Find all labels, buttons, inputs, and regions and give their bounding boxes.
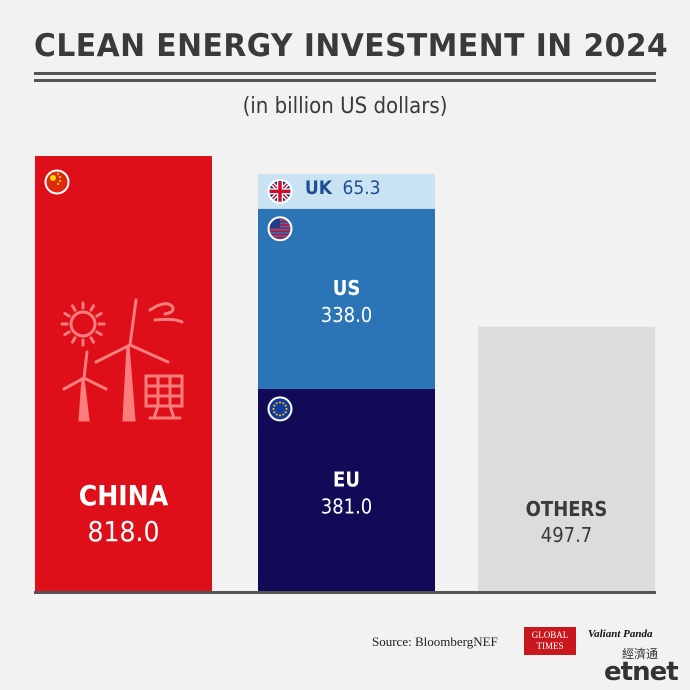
- flag-canton: [269, 217, 280, 228]
- title-rule-bottom: [34, 79, 656, 82]
- energy-illustration-icon: [60, 298, 184, 422]
- small-turbine-blades-icon: [62, 350, 108, 391]
- eu-name-label: EU: [333, 467, 360, 491]
- flag-star: [282, 402, 285, 405]
- eu-flag-icon: [267, 396, 293, 422]
- uk-flag-icon: [267, 178, 293, 204]
- china-flag-ring: [44, 169, 70, 195]
- us-name-label: US: [333, 276, 361, 300]
- chart-baseline: [34, 591, 656, 594]
- flag-star: [50, 175, 56, 182]
- solar-panel-grid: [144, 374, 184, 420]
- china-flag-body: [46, 171, 68, 194]
- turbine-blades-icon: [94, 298, 170, 364]
- small-turbine-tower-icon: [78, 377, 90, 422]
- flag-star: [282, 413, 285, 416]
- sun-ray: [71, 336, 77, 344]
- chart-title: CLEAN ENERGY INVESTMENT IN 2024: [34, 28, 669, 64]
- others-name-label: OTHERS: [526, 497, 608, 521]
- others-value-label: 497.7: [541, 523, 593, 547]
- us-flag-ring: [267, 216, 293, 242]
- flag-star: [284, 411, 287, 414]
- sun-ray: [89, 336, 95, 344]
- flag-small-star: [56, 182, 60, 186]
- eu-bar: [258, 388, 435, 592]
- flag-cross-red: [269, 180, 291, 203]
- us-bar: [258, 208, 435, 389]
- china-bar: [35, 156, 212, 593]
- flag-star: [284, 404, 287, 407]
- etnet-logo: etnet: [604, 657, 679, 687]
- flag-small-star: [58, 175, 62, 179]
- uk-flag-body: [269, 180, 291, 203]
- flag-star: [285, 407, 288, 410]
- uk-flag-ring: [267, 178, 293, 204]
- turbine-tower-icon: [122, 344, 136, 422]
- us-flag-body: [269, 217, 291, 239]
- flag-star: [275, 402, 278, 405]
- valiant-panda-logo: Valiant Panda: [588, 628, 653, 640]
- china-flag-icon: [44, 169, 70, 195]
- source-note: Source: BloombergNEF: [372, 634, 498, 649]
- flag-star: [279, 414, 281, 417]
- solar-panel-icon: [144, 374, 184, 408]
- global-times-logo: GLOBAL TIMES: [524, 627, 576, 655]
- eu-flag-ring: [267, 396, 293, 422]
- flag-star: [273, 404, 276, 407]
- flag-field: [269, 397, 291, 420]
- sun-ray: [63, 312, 71, 318]
- us-flag-icon: [267, 216, 293, 242]
- flag-stripe: [269, 230, 291, 233]
- flag-star: [273, 411, 276, 414]
- eu-flag-body: [269, 397, 291, 420]
- chart-subtitle: (in billion US dollars): [242, 94, 448, 119]
- flag-stripe: [269, 227, 291, 229]
- uk-value-label: 65.3: [342, 177, 380, 199]
- flag-small-star: [58, 179, 62, 183]
- china-value-label: 818.0: [87, 515, 159, 548]
- flag-star: [272, 407, 275, 410]
- flag-star: [279, 401, 281, 404]
- uk-name-label: UK: [305, 177, 333, 199]
- sun-icon: [69, 310, 97, 338]
- sun-ray: [71, 304, 77, 312]
- sun-ray: [63, 330, 71, 336]
- flag-star: [275, 413, 278, 416]
- eu-value-label: 381.0: [321, 494, 373, 518]
- sun-ray: [95, 312, 103, 318]
- sun-ray: [89, 304, 95, 312]
- etnet-chinese-logo: 經濟通: [622, 647, 659, 661]
- sun-ray: [95, 330, 103, 336]
- flag-stripe: [269, 233, 291, 236]
- flag-stripe: [269, 236, 291, 239]
- title-rule-top: [34, 72, 656, 75]
- flag-small-star: [56, 172, 60, 176]
- others-bar: [478, 326, 655, 592]
- wind-icon: [148, 302, 184, 324]
- us-value-label: 338.0: [321, 303, 373, 327]
- china-name-label: CHINA: [79, 479, 169, 512]
